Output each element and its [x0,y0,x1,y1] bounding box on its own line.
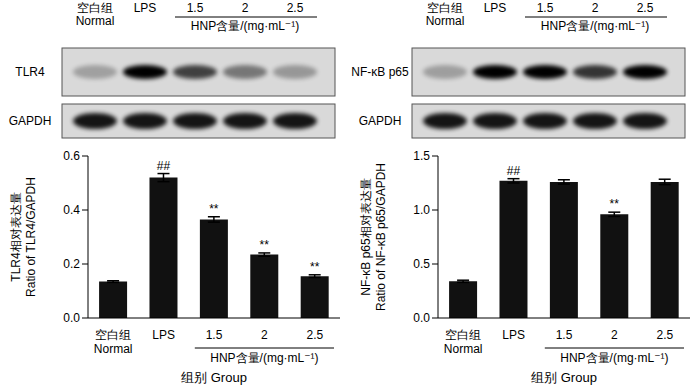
svg-text:0.0: 0.0 [63,311,80,325]
svg-text:##: ## [157,159,171,173]
svg-text:空白组Normal: 空白组Normal [426,1,465,28]
svg-text:0.5: 0.5 [413,257,430,271]
svg-text:0.0: 0.0 [413,311,430,325]
svg-text:2: 2 [592,1,599,15]
svg-text:GAPDH: GAPDH [9,114,52,128]
svg-text:GAPDH: GAPDH [359,114,402,128]
svg-text:LPS: LPS [484,1,507,15]
svg-text:1.5: 1.5 [187,1,204,15]
svg-text:1.5: 1.5 [556,328,573,342]
svg-text:空白组Normal: 空白组Normal [444,328,483,356]
svg-text:NF-κB p65相对表达量: NF-κB p65相对表达量 [359,178,373,295]
svg-text:**: ** [260,238,270,252]
svg-text:1.5: 1.5 [206,328,223,342]
svg-text:1.5: 1.5 [413,149,430,163]
svg-text:组别 Group: 组别 Group [531,370,597,385]
svg-text:##: ## [507,164,521,178]
svg-text:HNP含量/(mg·mL⁻¹): HNP含量/(mg·mL⁻¹) [191,19,299,33]
svg-text:2: 2 [261,328,268,342]
svg-text:2.5: 2.5 [656,328,673,342]
svg-text:HNP含量/(mg·mL⁻¹): HNP含量/(mg·mL⁻¹) [560,351,668,365]
svg-text:2: 2 [242,1,249,15]
svg-text:2.5: 2.5 [287,1,304,15]
svg-text:LPS: LPS [152,328,175,342]
svg-text:2: 2 [611,328,618,342]
svg-text:Ratio of TLR4/GAPDH: Ratio of TLR4/GAPDH [24,177,38,297]
svg-text:**: ** [610,197,620,211]
svg-text:**: ** [209,202,219,216]
svg-text:**: ** [310,260,320,274]
svg-text:TLR4相对表达量: TLR4相对表达量 [9,192,23,281]
svg-text:1.5: 1.5 [537,1,554,15]
svg-text:HNP含量/(mg·mL⁻¹): HNP含量/(mg·mL⁻¹) [210,351,318,365]
svg-text:LPS: LPS [502,328,525,342]
svg-text:1.0: 1.0 [413,203,430,217]
svg-text:组别 Group: 组别 Group [181,370,247,385]
svg-text:0.2: 0.2 [63,257,80,271]
svg-text:Ratio of NF-κB p65/GAPDH: Ratio of NF-κB p65/GAPDH [374,163,388,311]
svg-text:0.6: 0.6 [63,149,80,163]
svg-text:TLR4: TLR4 [15,65,45,79]
svg-text:NF-κB p65: NF-κB p65 [351,65,409,79]
svg-text:HNP含量/(mg·mL⁻¹): HNP含量/(mg·mL⁻¹) [541,19,649,33]
svg-text:LPS: LPS [134,1,157,15]
svg-text:0.4: 0.4 [63,203,80,217]
svg-text:空白组Normal: 空白组Normal [76,1,115,28]
svg-text:空白组Normal: 空白组Normal [94,328,133,356]
svg-text:2.5: 2.5 [306,328,323,342]
svg-text:2.5: 2.5 [637,1,654,15]
